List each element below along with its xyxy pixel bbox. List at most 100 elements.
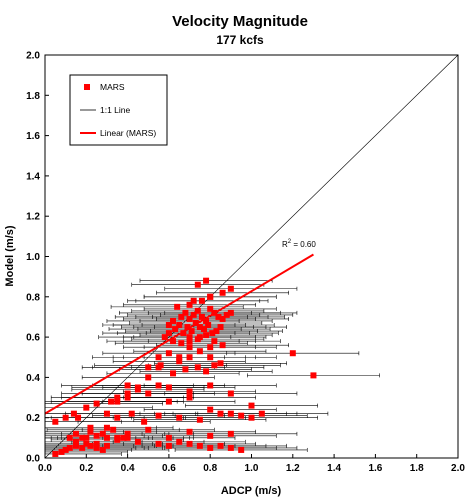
x-tick-label: 0.0 bbox=[38, 463, 52, 474]
mars-point bbox=[87, 428, 94, 435]
mars-point bbox=[207, 354, 214, 361]
mars-point bbox=[72, 430, 79, 437]
mars-point bbox=[213, 328, 220, 335]
mars-point bbox=[207, 432, 214, 439]
r-squared-sup: 2 bbox=[288, 239, 292, 245]
mars-point bbox=[124, 434, 131, 441]
mars-point bbox=[186, 301, 193, 308]
one-to-one-line bbox=[44, 54, 459, 459]
x-tick-label: 1.8 bbox=[410, 463, 424, 474]
mars-point bbox=[155, 412, 162, 419]
mars-points bbox=[52, 277, 317, 457]
mars-point bbox=[165, 442, 172, 449]
mars-point bbox=[124, 382, 131, 389]
mars-point bbox=[161, 334, 168, 341]
legend-mars-marker bbox=[84, 84, 90, 90]
x-tick-label: 0.2 bbox=[79, 463, 93, 474]
r-squared-annotation: R2 = 0.60 bbox=[282, 239, 316, 249]
x-tick-label: 1.4 bbox=[327, 463, 341, 474]
mars-point bbox=[128, 410, 135, 417]
mars-point bbox=[198, 313, 205, 320]
mars-point bbox=[157, 362, 164, 369]
mars-point bbox=[174, 303, 181, 310]
mars-point bbox=[114, 398, 121, 405]
mars-point bbox=[203, 277, 210, 284]
mars-point bbox=[182, 309, 189, 316]
mars-point bbox=[165, 350, 172, 357]
mars-point bbox=[87, 424, 94, 431]
legend-linear-label: Linear (MARS) bbox=[100, 128, 156, 138]
mars-point bbox=[58, 448, 65, 455]
mars-point bbox=[110, 426, 117, 433]
mars-point bbox=[194, 364, 201, 371]
mars-point bbox=[176, 322, 183, 329]
mars-point bbox=[217, 442, 224, 449]
mars-point bbox=[203, 332, 210, 339]
r-squared-r: R bbox=[282, 240, 288, 249]
mars-point bbox=[87, 442, 94, 449]
x-tick-label: 1.2 bbox=[286, 463, 300, 474]
mars-point bbox=[155, 354, 162, 361]
mars-point bbox=[172, 326, 179, 333]
mars-point bbox=[134, 386, 141, 393]
mars-point bbox=[93, 444, 100, 451]
mars-point bbox=[178, 340, 185, 347]
mars-point bbox=[176, 354, 183, 361]
mars-point bbox=[186, 388, 193, 395]
mars-point bbox=[79, 434, 86, 441]
mars-point bbox=[238, 446, 245, 453]
mars-point bbox=[165, 322, 172, 329]
mars-point bbox=[186, 440, 193, 447]
mars-point bbox=[114, 436, 121, 443]
y-axis-ticks: 0.0 0.2 0.4 0.6 0.8 1.0 1.2 1.4 1.6 1.8 2.0 bbox=[26, 51, 49, 465]
mars-point bbox=[93, 400, 100, 407]
mars-point bbox=[120, 434, 127, 441]
mars-point bbox=[186, 338, 193, 345]
mars-point bbox=[227, 309, 234, 316]
mars-point bbox=[52, 450, 59, 457]
mars-point bbox=[194, 336, 201, 343]
mars-point bbox=[72, 442, 79, 449]
mars-point bbox=[145, 374, 152, 381]
x-tick-label: 0.8 bbox=[203, 463, 217, 474]
mars-point bbox=[176, 414, 183, 421]
mars-point bbox=[178, 313, 185, 320]
mars-point bbox=[227, 444, 234, 451]
mars-point bbox=[176, 438, 183, 445]
mars-point bbox=[227, 410, 234, 417]
mars-point bbox=[203, 368, 210, 375]
mars-point bbox=[114, 414, 121, 421]
mars-point bbox=[83, 434, 90, 441]
mars-point bbox=[196, 348, 203, 355]
mars-point bbox=[99, 446, 106, 453]
mars-point bbox=[217, 410, 224, 417]
mars-point bbox=[62, 414, 69, 421]
mars-point bbox=[194, 281, 201, 288]
y-tick-label: 1.2 bbox=[26, 212, 40, 223]
mars-point bbox=[70, 410, 77, 417]
x-tick-label: 0.6 bbox=[162, 463, 176, 474]
mars-point bbox=[196, 324, 203, 331]
mars-point bbox=[248, 402, 255, 409]
mars-point bbox=[238, 412, 245, 419]
x-tick-label: 1.0 bbox=[245, 463, 259, 474]
mars-point bbox=[170, 317, 177, 324]
mars-point bbox=[258, 410, 265, 417]
mars-point bbox=[219, 342, 226, 349]
mars-point bbox=[219, 315, 226, 322]
y-tick-label: 0.0 bbox=[26, 454, 40, 465]
mars-point bbox=[186, 354, 193, 361]
mars-point bbox=[194, 307, 201, 314]
chart-title: Velocity Magnitude bbox=[172, 13, 308, 30]
mars-point bbox=[190, 297, 197, 304]
r-squared-value: = 0.60 bbox=[291, 240, 316, 249]
mars-point bbox=[219, 289, 226, 296]
mars-point bbox=[165, 384, 172, 391]
mars-point bbox=[165, 330, 172, 337]
mars-point bbox=[62, 446, 69, 453]
mars-point bbox=[99, 430, 106, 437]
mars-point bbox=[134, 438, 141, 445]
mars-point bbox=[93, 440, 100, 447]
x-axis-ticks: 0.0 0.2 0.4 0.6 0.8 1.0 1.2 1.4 1.6 1.8 2.0 bbox=[38, 454, 465, 474]
mars-point bbox=[207, 305, 214, 312]
